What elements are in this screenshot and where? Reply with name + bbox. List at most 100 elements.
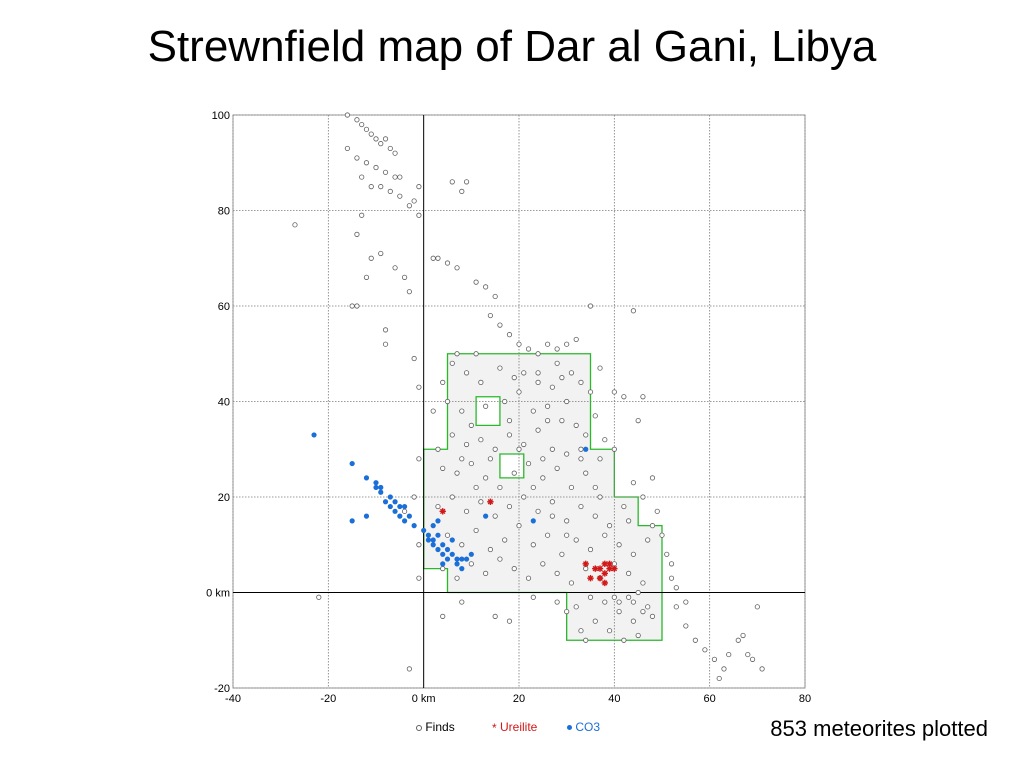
find-point bbox=[359, 212, 365, 218]
find-point bbox=[473, 484, 479, 491]
find-point bbox=[597, 494, 603, 500]
find-point bbox=[344, 145, 350, 152]
find-point bbox=[363, 160, 370, 166]
find-point bbox=[473, 351, 479, 357]
find-point bbox=[359, 121, 365, 128]
y-tick-label: 20 bbox=[218, 492, 230, 504]
co3-point bbox=[440, 551, 446, 557]
find-point bbox=[592, 484, 598, 491]
find-point bbox=[559, 551, 565, 557]
find-point bbox=[544, 417, 551, 424]
find-point bbox=[611, 594, 617, 600]
find-point bbox=[611, 561, 617, 567]
find-point bbox=[597, 456, 603, 462]
find-point bbox=[416, 575, 422, 581]
find-point bbox=[626, 570, 632, 577]
find-point bbox=[592, 413, 598, 419]
co3-point bbox=[435, 546, 441, 553]
find-point bbox=[630, 618, 637, 624]
find-point bbox=[759, 666, 765, 672]
find-point bbox=[483, 284, 489, 290]
find-point bbox=[416, 212, 422, 218]
find-point bbox=[392, 174, 398, 180]
find-point bbox=[473, 279, 479, 285]
find-point bbox=[468, 422, 474, 428]
find-point bbox=[463, 179, 470, 185]
x-tick-label: 20 bbox=[513, 693, 525, 705]
find-point bbox=[444, 398, 451, 405]
find-point bbox=[506, 432, 513, 438]
find-point bbox=[368, 255, 374, 261]
find-point bbox=[397, 174, 403, 180]
find-point bbox=[640, 580, 646, 586]
find-point bbox=[316, 594, 322, 600]
find-point bbox=[459, 408, 465, 414]
ureilite-point bbox=[439, 508, 446, 515]
co3-point bbox=[378, 484, 384, 491]
co3-point bbox=[392, 499, 398, 505]
find-point bbox=[411, 198, 417, 204]
find-point bbox=[535, 427, 541, 433]
find-point bbox=[516, 389, 522, 395]
find-point bbox=[378, 184, 384, 190]
find-point bbox=[430, 408, 436, 414]
co3-point bbox=[378, 489, 384, 495]
find-point bbox=[573, 336, 579, 343]
legend-item-co3: CO3 bbox=[567, 720, 600, 734]
find-point bbox=[525, 460, 532, 467]
find-point bbox=[354, 117, 360, 123]
find-point bbox=[702, 647, 708, 653]
find-point bbox=[435, 503, 441, 510]
find-point bbox=[516, 446, 522, 452]
find-point bbox=[645, 604, 651, 610]
find-point bbox=[406, 289, 412, 295]
find-point bbox=[382, 327, 389, 333]
find-point bbox=[564, 451, 570, 457]
find-point bbox=[516, 341, 522, 347]
find-point bbox=[549, 513, 555, 519]
co3-point bbox=[468, 551, 474, 557]
find-point bbox=[683, 599, 689, 605]
find-point bbox=[568, 370, 575, 376]
find-point bbox=[554, 346, 560, 352]
ureilite-point bbox=[601, 570, 608, 577]
open-circle-icon bbox=[416, 724, 422, 731]
find-point bbox=[611, 389, 617, 395]
find-point bbox=[473, 527, 479, 534]
find-point bbox=[463, 508, 470, 514]
find-point bbox=[573, 537, 579, 543]
find-point bbox=[668, 561, 675, 567]
find-point bbox=[468, 460, 474, 467]
find-point bbox=[583, 432, 589, 438]
find-point bbox=[749, 656, 756, 662]
find-point bbox=[549, 499, 555, 505]
find-point bbox=[497, 322, 503, 328]
x-tick-label: 80 bbox=[799, 693, 811, 705]
find-point bbox=[583, 637, 589, 643]
find-point bbox=[568, 484, 575, 491]
find-point bbox=[549, 446, 555, 452]
find-point bbox=[645, 537, 651, 543]
find-point bbox=[606, 628, 613, 634]
find-point bbox=[435, 255, 441, 261]
co3-series bbox=[311, 432, 589, 572]
asterisk-icon: * bbox=[492, 720, 497, 735]
find-point bbox=[530, 542, 536, 548]
find-point bbox=[502, 537, 508, 543]
find-point bbox=[373, 136, 379, 142]
find-point bbox=[454, 351, 460, 357]
find-point bbox=[378, 250, 384, 257]
chart-grid bbox=[232, 114, 806, 689]
find-point bbox=[587, 303, 594, 309]
co3-point bbox=[459, 566, 465, 572]
find-point bbox=[463, 441, 470, 448]
co3-point bbox=[444, 546, 451, 553]
find-point bbox=[721, 666, 727, 672]
find-point bbox=[502, 398, 508, 405]
x-tick-label: -40 bbox=[225, 693, 241, 705]
co3-point bbox=[483, 513, 489, 519]
find-point bbox=[626, 518, 632, 524]
co3-point bbox=[430, 523, 436, 529]
find-point bbox=[544, 532, 551, 538]
find-point bbox=[492, 613, 498, 619]
